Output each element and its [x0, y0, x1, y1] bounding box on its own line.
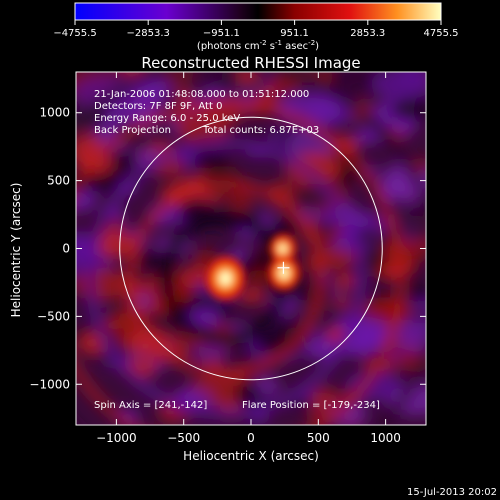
colorbar-tick-label: −4755.5: [53, 28, 96, 39]
texture-blob: [395, 205, 426, 241]
info-method: Back Projection: [94, 125, 171, 136]
x-tick-label: 500: [307, 431, 330, 445]
texture-blob: [76, 268, 135, 301]
info-energy: Energy Range: 6.0 - 25.0 keV: [94, 113, 240, 124]
texture-blob: [318, 208, 343, 226]
texture-blob: [228, 189, 254, 212]
y-axis-label: Heliocentric Y (arcsec): [9, 183, 23, 318]
texture-blob: [311, 387, 338, 411]
colorbar: [74, 2, 442, 21]
colorbar-units: (photons cm-2 s-1 asec-2): [197, 39, 319, 52]
spin-axis-label: Spin Axis = [241,-142]: [94, 400, 207, 411]
colorbar-tick-label: −951.1: [203, 28, 240, 39]
texture-blob: [193, 150, 231, 170]
y-tick-label: 0: [62, 242, 70, 256]
solar-limb-circle: [119, 116, 383, 381]
texture-blob: [332, 72, 376, 93]
chart-title: Reconstructed RHESSI Image: [141, 54, 360, 72]
texture-blob: [269, 216, 303, 238]
texture-blob: [390, 97, 426, 121]
x-tick-label: 1000: [370, 431, 401, 445]
texture-blob: [248, 269, 270, 285]
texture-blob: [136, 248, 157, 269]
flare-position-label: Flare Position = [-179,-234]: [242, 400, 380, 411]
texture-blob: [407, 282, 426, 301]
texture-blob: [397, 72, 426, 86]
bright-source: [205, 256, 246, 301]
texture-blob: [174, 88, 194, 102]
texture-blob: [110, 145, 142, 170]
colorbar-tick-label: −2853.3: [127, 28, 170, 39]
texture-blob: [236, 287, 267, 304]
texture-blob: [221, 72, 240, 84]
texture-blob: [409, 296, 426, 313]
texture-ring: [76, 98, 406, 425]
x-tick-label: −1000: [96, 431, 137, 445]
colorbar-tick-label: 4755.5: [424, 28, 459, 39]
texture-blob: [191, 306, 222, 329]
texture-blob: [335, 273, 355, 290]
texture-blob: [368, 214, 390, 236]
y-tick-label: −1000: [29, 377, 70, 391]
axis-ticks: −1000 −500 0 500 1000 −1000 −500 0 500 1000: [29, 72, 426, 445]
info-detectors: Detectors: 7F 8F 9F, Att 0: [94, 101, 222, 112]
texture-blob: [267, 130, 284, 145]
x-tick-label: −500: [167, 431, 200, 445]
texture-ring: [84, 137, 367, 420]
y-tick-label: 500: [47, 174, 70, 188]
x-tick-label: 0: [247, 431, 255, 445]
heatmap-image: [76, 72, 426, 425]
texture-ring: [125, 178, 326, 379]
y-tick-label: −500: [37, 309, 70, 323]
info-time: 21-Jan-2006 01:48:08.000 to 01:51:12.000: [94, 89, 309, 100]
bright-source: [269, 234, 296, 263]
y-tick-label: 1000: [39, 106, 70, 120]
texture-blob: [291, 185, 330, 210]
texture-blob: [253, 376, 281, 395]
spin-axis-crosshair: [277, 261, 290, 274]
info-counts: Total counts: 6.87E+03: [202, 125, 319, 136]
texture-blob: [316, 245, 356, 271]
colorbar-tick-label: 951.1: [280, 28, 309, 39]
texture-blob: [304, 339, 339, 357]
texture-blob: [192, 343, 228, 362]
texture-blob: [392, 318, 426, 353]
colorbar-ticks: −4755.5 −2853.3 −951.1 951.1 2853.3 4755.5: [53, 20, 459, 39]
texture-blob: [235, 351, 254, 369]
x-axis-label: Heliocentric X (arcsec): [183, 449, 319, 463]
timestamp: 15-Jul-2013 20:02: [407, 487, 497, 498]
texture-blob: [155, 235, 171, 250]
texture-blob: [95, 230, 138, 259]
colorbar-tick-label: 2853.3: [350, 28, 385, 39]
